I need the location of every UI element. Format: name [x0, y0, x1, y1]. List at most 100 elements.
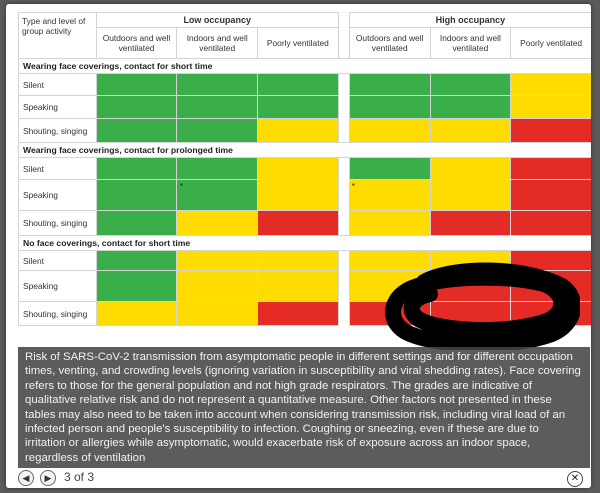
table-row: Silent: [18, 157, 591, 180]
risk-cell-low-yellow: [176, 270, 259, 302]
risk-cell-low-yellow: [95, 301, 178, 326]
risk-table-body: Wearing face coverings, contact for shor…: [18, 58, 591, 326]
risk-cell-low-green: [95, 95, 178, 119]
activity-label: Silent: [18, 73, 97, 96]
risk-cell-high-yellow: [348, 250, 431, 271]
activity-label: Speaking: [18, 179, 97, 211]
risk-cell-low-yellow: [176, 301, 259, 326]
risk-cell-low-yellow: [257, 250, 339, 271]
table-row: Speaking: [18, 270, 591, 302]
risk-cell-low-yellow: [257, 270, 339, 302]
risk-cell-low-green: [95, 179, 178, 211]
risk-cell-low-green: [95, 270, 178, 302]
risk-cell-high-red: [348, 301, 431, 326]
risk-cell-high-red: [510, 250, 591, 271]
risk-cell-low-green: [95, 210, 178, 236]
risk-cell-low-yellow: [257, 118, 339, 143]
table-row: Silent: [18, 73, 591, 96]
risk-cell-high-green: [348, 95, 431, 119]
risk-cell-low-green: [257, 95, 339, 119]
risk-cell-high-yellow: [510, 73, 591, 96]
column-gap: [338, 210, 350, 236]
table-row: Speaking: [18, 95, 591, 119]
risk-cell-high-red: [429, 210, 512, 236]
risk-cell-low-green: [176, 95, 259, 119]
lightbox-window: Type and level of group activity Low occ…: [6, 4, 591, 488]
risk-cell-high-yellow: [348, 270, 431, 302]
section-title: Wearing face coverings, contact for prol…: [18, 142, 591, 158]
risk-cell-low-green: *: [176, 179, 259, 211]
asterisk-mark: *: [179, 182, 184, 191]
risk-cell-low-green: [95, 157, 178, 180]
column-gap: [338, 73, 350, 96]
risk-cell-low-green: [176, 73, 259, 96]
sub-header-indoors: Indoors and well ventilated: [176, 27, 259, 59]
risk-cell-high-yellow: [510, 95, 591, 119]
column-gap: [338, 12, 350, 59]
sub-header-outdoors: Outdoors and well ventilated: [95, 27, 178, 59]
risk-cell-high-red: [510, 210, 591, 236]
risk-cell-low-yellow: [176, 250, 259, 271]
sub-header-outdoors: Outdoors and well ventilated: [348, 27, 431, 59]
activity-label: Shouting, singing: [18, 118, 97, 143]
risk-cell-high-green: [348, 157, 431, 180]
section-title: No face coverings, contact for short tim…: [18, 235, 591, 251]
sub-header-indoors: Indoors and well ventilated: [429, 27, 512, 59]
risk-cell-high-red: [429, 270, 512, 302]
risk-cell-high-yellow: [348, 210, 431, 236]
sub-header-poorly: Poorly ventilated: [257, 27, 339, 59]
activity-label: Silent: [18, 250, 97, 271]
column-gap: [338, 301, 350, 326]
risk-cell-high-red: [510, 179, 591, 211]
corner-label: Type and level of group activity: [18, 12, 97, 59]
risk-cell-low-green: [95, 73, 178, 96]
risk-cell-low-yellow: [257, 179, 339, 211]
risk-cell-low-green: [95, 118, 178, 143]
activity-label: Speaking: [18, 95, 97, 119]
risk-cell-high-yellow: [429, 157, 512, 180]
section-header-row: No face coverings, contact for short tim…: [18, 235, 591, 251]
section-header-row: Wearing face coverings, contact for shor…: [18, 58, 591, 74]
column-gap: [338, 95, 350, 119]
caption-text: Risk of SARS-CoV-2 transmission from asy…: [18, 347, 590, 468]
risk-cell-high-green: [348, 73, 431, 96]
section-header-row: Wearing face coverings, contact for prol…: [18, 142, 591, 158]
risk-cell-low-green: [257, 73, 339, 96]
activity-label: Silent: [18, 157, 97, 180]
activity-label: Shouting, singing: [18, 301, 97, 326]
risk-cell-high-yellow: [429, 179, 512, 211]
column-gap: [338, 157, 350, 180]
table-row: Shouting, singing: [18, 118, 591, 143]
group-header-high: High occupancy: [348, 12, 591, 28]
risk-cell-high-red: [510, 270, 591, 302]
slide-counter: 3 of 3: [64, 470, 95, 484]
table-row: Speaking * *: [18, 179, 591, 211]
activity-label: Speaking: [18, 270, 97, 302]
table-row: Silent: [18, 250, 591, 271]
close-icon[interactable]: ✕: [567, 471, 583, 487]
asterisk-mark: *: [351, 182, 355, 191]
risk-cell-low-red: [257, 301, 339, 326]
risk-cell-low-yellow: [257, 157, 339, 180]
group-header-low: Low occupancy: [95, 12, 339, 28]
risk-cell-high-yellow: [429, 250, 512, 271]
footer-bar: ◀ ▶ 3 of 3 ✕: [6, 468, 591, 488]
risk-cell-low-green: [95, 250, 178, 271]
risk-cell-high-yellow: [429, 118, 512, 143]
risk-cell-high-green: [429, 73, 512, 96]
arrow-left-icon[interactable]: ◀: [18, 470, 34, 486]
risk-cell-high-red: [429, 301, 512, 326]
column-gap: [338, 118, 350, 143]
risk-cell-low-yellow: [176, 210, 259, 236]
table-row: Shouting, singing: [18, 301, 591, 326]
arrow-right-icon[interactable]: ▶: [40, 470, 56, 486]
section-title: Wearing face coverings, contact for shor…: [18, 58, 591, 74]
column-gap: [338, 270, 350, 302]
activity-label: Shouting, singing: [18, 210, 97, 236]
risk-cell-high-red: [510, 157, 591, 180]
table-row: Shouting, singing: [18, 210, 591, 236]
risk-table: Type and level of group activity Low occ…: [18, 12, 591, 326]
risk-cell-low-green: [176, 118, 259, 143]
risk-cell-low-red: [257, 210, 339, 236]
sub-header-poorly: Poorly ventilated: [510, 27, 591, 59]
